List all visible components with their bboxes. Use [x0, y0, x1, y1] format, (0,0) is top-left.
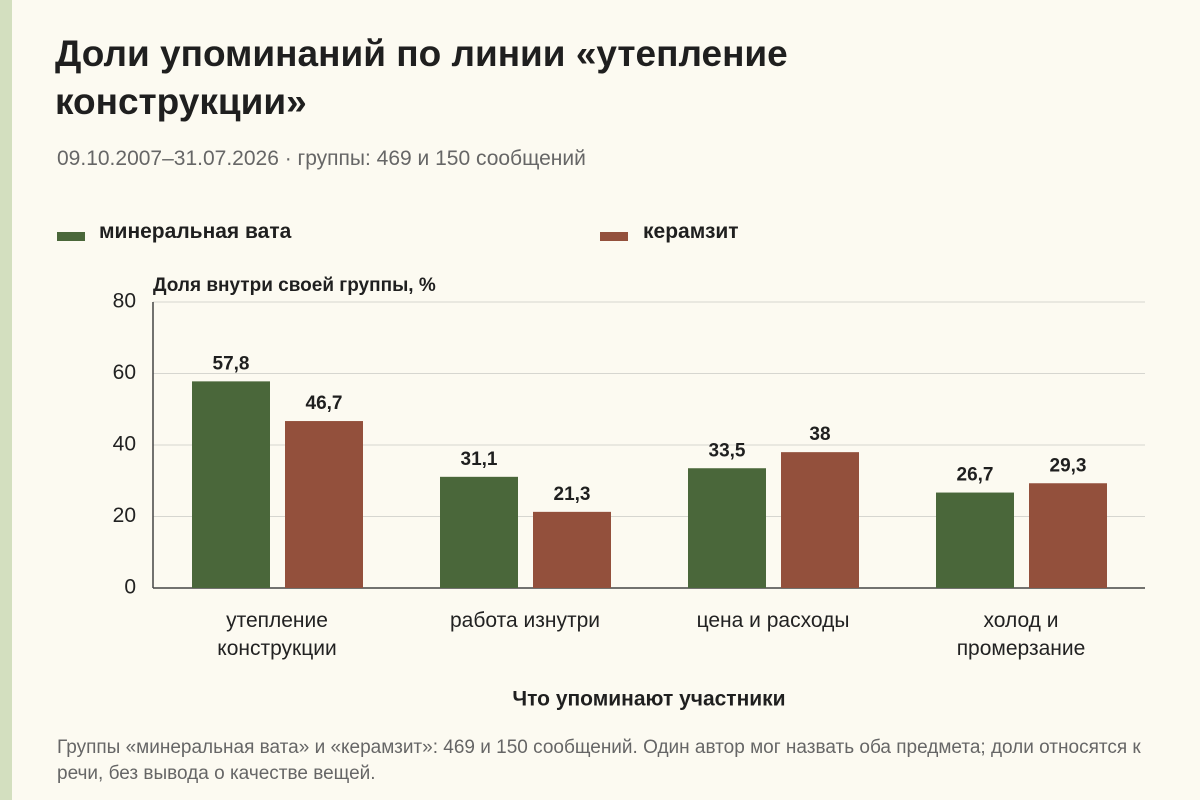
data-label: 38 — [809, 424, 830, 445]
bar — [440, 476, 518, 588]
bar — [285, 421, 363, 588]
bar — [192, 381, 270, 588]
data-label: 26,7 — [957, 465, 994, 486]
legend-label: керамзит — [643, 220, 739, 243]
y-tick-label: 20 — [113, 504, 136, 527]
bar — [533, 511, 611, 588]
x-tick-label: работа изнутри — [450, 609, 600, 632]
y-tick-label: 80 — [113, 290, 136, 313]
data-label: 31,1 — [461, 449, 498, 470]
x-tick-label: утепление конструкции — [217, 609, 337, 660]
y-tick-label: 0 — [124, 576, 136, 599]
side-stripe — [0, 0, 12, 800]
data-label: 57,8 — [213, 353, 250, 374]
data-label: 29,3 — [1050, 455, 1087, 476]
legend-swatch — [600, 232, 628, 241]
data-label: 46,7 — [306, 393, 343, 414]
y-axis-title: Доля внутри своей группы, % — [153, 275, 436, 296]
data-label: 21,3 — [554, 484, 591, 505]
x-tick-label: холод и промерзание — [956, 609, 1086, 660]
legend-swatch — [57, 232, 85, 241]
chart-subtitle: 09.10.2007–31.07.2026 · группы: 469 и 15… — [57, 147, 586, 170]
y-tick-label: 40 — [113, 433, 136, 456]
data-label: 33,5 — [709, 440, 746, 461]
x-tick-label: цена и расходы — [696, 609, 850, 632]
y-tick-label: 60 — [113, 361, 136, 384]
bar — [936, 492, 1014, 588]
bar — [688, 468, 766, 588]
bar — [1029, 483, 1107, 588]
legend-label: минеральная вата — [99, 220, 292, 243]
chart-title: Доли упоминаний по линии «утепление конс… — [55, 33, 788, 122]
footnote: Группы «минеральная вата» и «керамзит»: … — [57, 737, 1141, 784]
bar — [781, 452, 859, 588]
x-axis-title: Что упоминают участники — [512, 688, 785, 711]
